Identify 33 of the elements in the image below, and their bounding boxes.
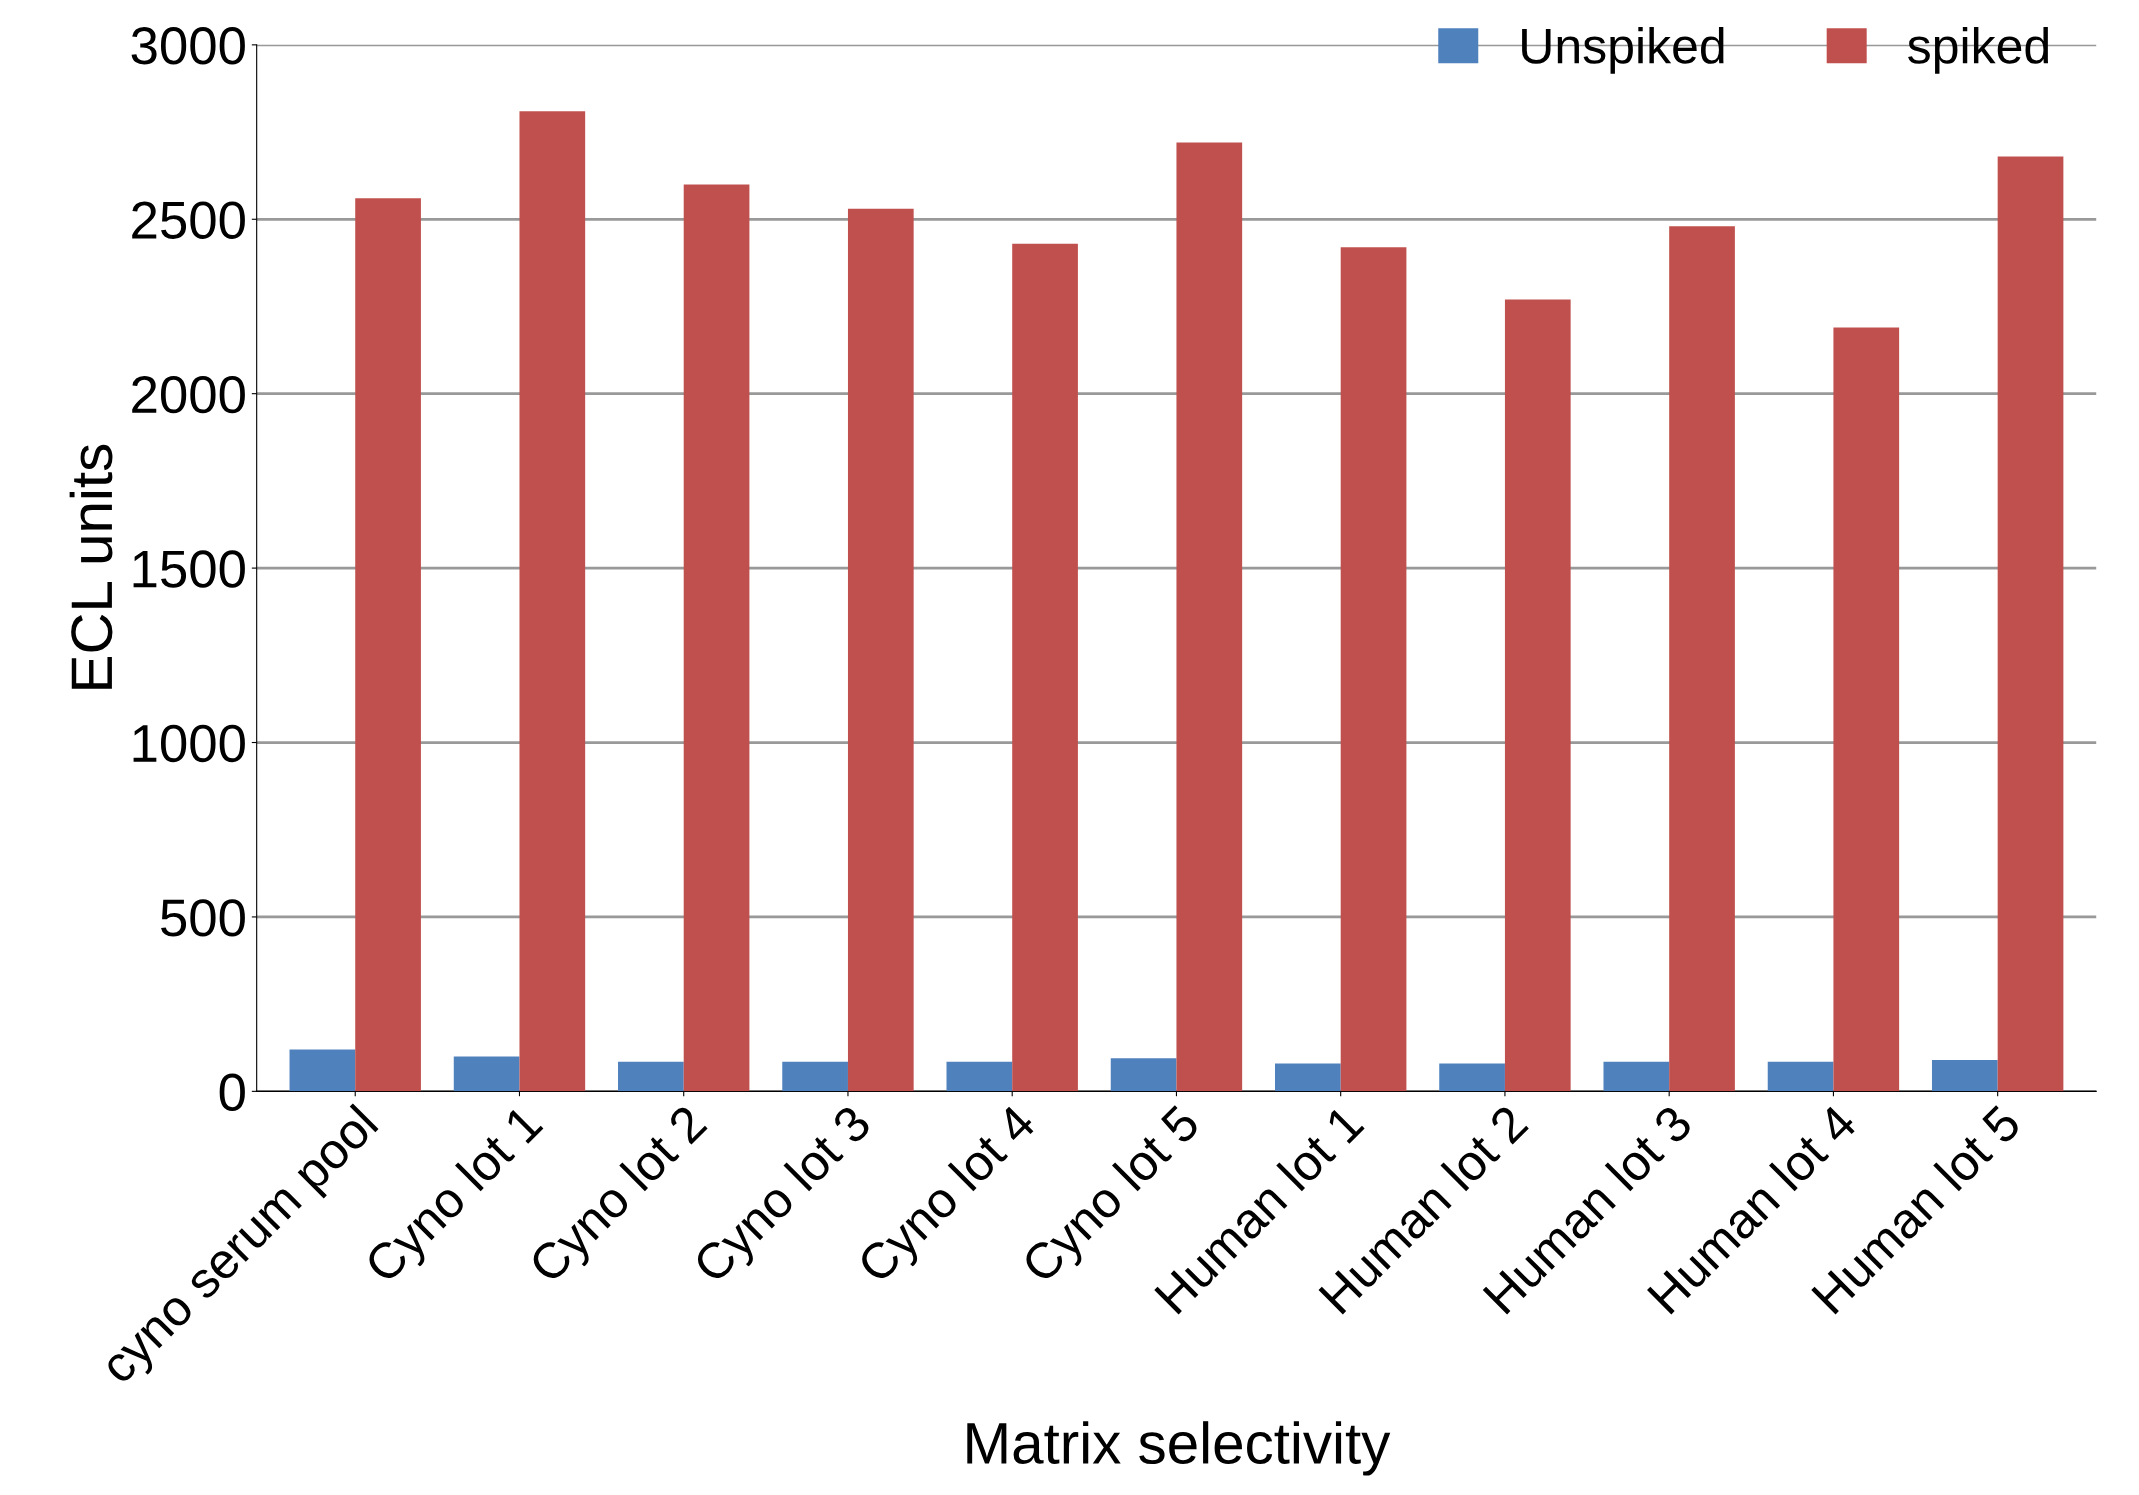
y-tick-label: 1000 (133, 724, 245, 763)
bar (1669, 226, 1735, 1092)
bar (519, 111, 586, 1092)
y-tick-label: 0 (219, 1073, 245, 1111)
bar (1603, 1061, 1670, 1092)
bar (1504, 299, 1571, 1092)
bar (618, 1061, 684, 1092)
bar (1931, 1059, 1998, 1092)
bar (1833, 327, 1900, 1092)
bar (847, 208, 914, 1092)
bar (946, 1061, 1013, 1092)
bar (1439, 1063, 1505, 1092)
y-tick-label: 3000 (131, 27, 245, 65)
bar (1110, 1058, 1177, 1092)
y-tick-label: 2000 (132, 375, 245, 414)
bar (782, 1061, 848, 1092)
bar (683, 184, 750, 1092)
legend-label: spiked (1908, 27, 2049, 74)
bar (1340, 247, 1407, 1092)
bar (1176, 142, 1243, 1092)
bar (1997, 156, 2064, 1092)
bar (1275, 1063, 1341, 1092)
bar (1767, 1061, 1834, 1092)
y-axis-title: ECL units (69, 444, 113, 689)
bar (355, 198, 421, 1092)
x-axis-title: Matrix selectivity (967, 1421, 1391, 1476)
y-tick-label: 500 (161, 899, 245, 937)
bar (453, 1056, 520, 1092)
y-tick-label: 1500 (133, 550, 245, 588)
bar (289, 1049, 356, 1092)
y-tick-label: 2500 (132, 201, 245, 239)
bar (1012, 243, 1078, 1092)
legend-label: Unspiked (1522, 27, 1724, 74)
